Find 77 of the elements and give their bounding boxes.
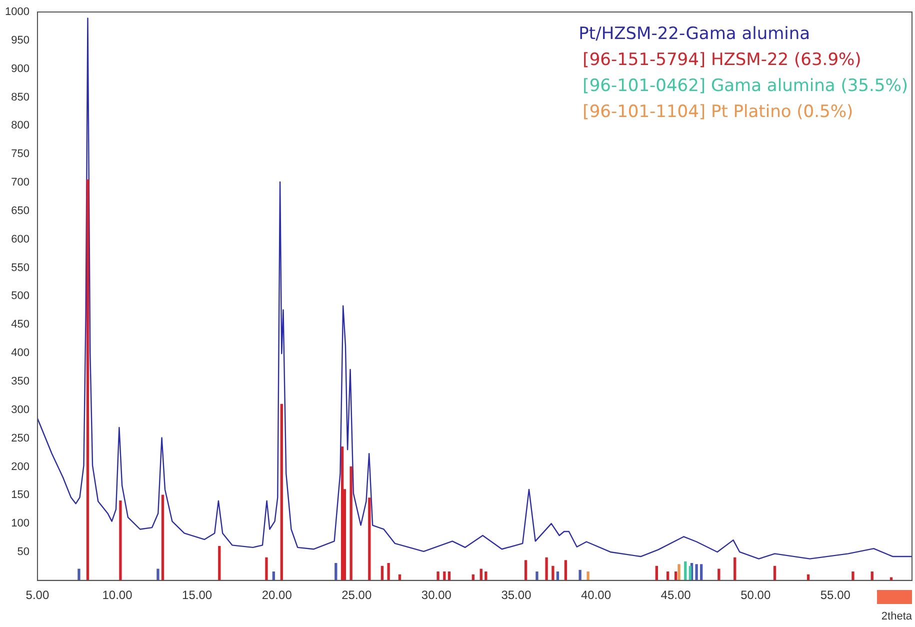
bar <box>718 568 720 580</box>
x-tick-label: 5.00 <box>26 588 50 602</box>
x-tick-label: 25.00 <box>342 588 372 602</box>
x-axis-title: 2theta <box>881 610 913 622</box>
y-tick-label: 700 <box>11 176 30 189</box>
y-tick-label: 900 <box>11 62 30 75</box>
bar <box>78 568 80 580</box>
y-tick-label: 950 <box>11 34 30 46</box>
bar <box>387 563 390 580</box>
bar <box>556 572 560 580</box>
bar <box>773 566 776 580</box>
x-tick-label: 45.00 <box>660 588 692 602</box>
text: [96-101-1104] Pt Platino (0.5%) <box>582 102 854 122</box>
x-tick-label: 40.00 <box>581 588 612 602</box>
y-tick-label: 1000 <box>4 6 30 18</box>
x-tick-label: 50.00 <box>740 588 771 602</box>
bar <box>678 564 680 580</box>
bar <box>480 568 482 580</box>
bar <box>545 557 548 580</box>
bar <box>674 572 678 580</box>
bar <box>734 557 736 580</box>
bar <box>119 500 122 580</box>
y-tick-label: 250 <box>11 432 30 444</box>
y-tick-label: 50 <box>17 546 30 558</box>
y-tick-label: 300 <box>11 404 30 416</box>
bar <box>552 566 554 580</box>
text: [96-101-0462] Gama alumina (35.5%) <box>582 76 908 96</box>
y-tick-label: 650 <box>11 204 30 217</box>
bar <box>695 564 698 580</box>
bar <box>340 446 344 580</box>
bar <box>350 466 352 580</box>
bar <box>578 570 582 580</box>
y-tick-label: 800 <box>11 120 30 132</box>
x-tick-label: 15.00 <box>182 588 212 602</box>
x-tick-label: 20.00 <box>262 588 292 602</box>
y-tick-label: 550 <box>11 262 30 274</box>
bar <box>684 561 687 580</box>
text: [96-151-5794] HZSM-22 (63.9%) <box>582 50 862 70</box>
y-tick-label: 400 <box>11 347 30 360</box>
x-tick-label: 35.00 <box>501 588 532 602</box>
y-tick-label: 600 <box>11 233 30 246</box>
x-tick-label: 55.00 <box>820 588 851 602</box>
y-tick-label: 200 <box>11 460 30 473</box>
y-tick-label: 500 <box>11 290 30 302</box>
bar <box>700 564 703 580</box>
bar <box>655 566 658 580</box>
bar <box>448 572 451 580</box>
bar <box>280 404 283 580</box>
y-tick-label: 450 <box>11 318 30 331</box>
bar <box>688 566 692 580</box>
bar <box>564 560 568 580</box>
y-tick-label: 150 <box>11 489 30 502</box>
bar <box>218 546 221 580</box>
text: Pt/HZSM-22-Gama alumina <box>578 24 810 44</box>
bar <box>666 572 670 580</box>
bar <box>443 572 446 580</box>
y-tick-label: 350 <box>11 375 30 388</box>
bar <box>380 566 384 580</box>
bar <box>368 498 371 580</box>
bar <box>536 572 538 580</box>
bar <box>334 563 338 580</box>
bar <box>586 572 590 580</box>
bar <box>265 557 268 580</box>
y-tick-label: 850 <box>11 91 30 104</box>
bar <box>484 572 488 580</box>
bar <box>161 494 164 580</box>
bar <box>870 572 874 580</box>
x-tick-label: 30.00 <box>421 588 452 602</box>
y-tick-label: 750 <box>11 148 30 160</box>
bar <box>524 560 528 580</box>
bar <box>272 572 275 580</box>
bar <box>852 572 854 580</box>
bar <box>156 568 160 580</box>
bar <box>86 179 90 580</box>
bar <box>436 572 440 580</box>
y-tick-label: 100 <box>11 518 30 530</box>
x-tick-label: 10.00 <box>102 588 133 602</box>
